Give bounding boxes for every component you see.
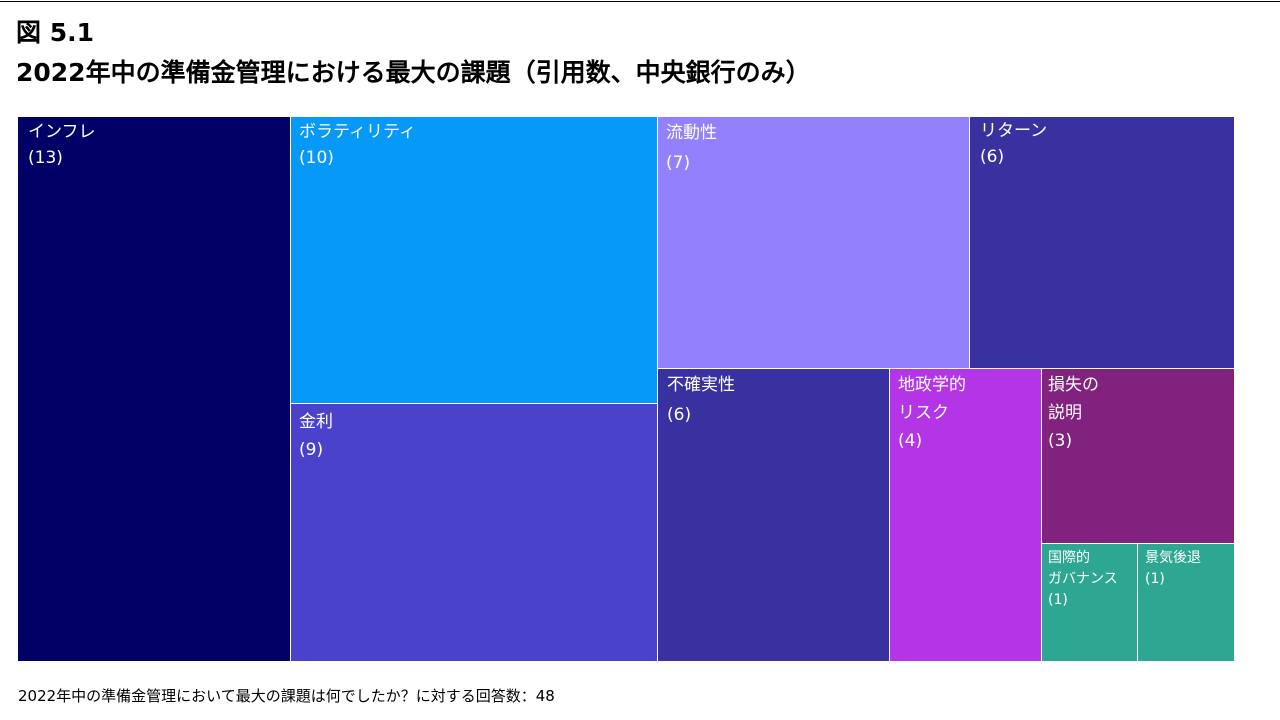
tile-category: 損失の — [1048, 375, 1099, 395]
tile-category: インフレ — [28, 122, 96, 142]
treemap-chart: インフレ (13) ボラティリティ (10) 金利 (9) 流動性 (7) リターン (6) 不確実… — [18, 117, 1235, 662]
tile-value: (10) — [299, 148, 334, 168]
tile-label: ボラティリティ (10) — [299, 119, 416, 171]
tile-category: 不確実性 — [667, 375, 735, 395]
tile-value: (1) — [1145, 571, 1165, 587]
tile-label: 国際的ガバナンス (1) — [1048, 548, 1118, 611]
tile-value: (1) — [1048, 592, 1068, 608]
treemap-tile: 流動性 (7) — [658, 117, 970, 369]
tile-value: (7) — [666, 153, 691, 173]
tile-label: 景気後退 (1) — [1145, 548, 1201, 590]
tile-label: 金利 (9) — [299, 408, 333, 464]
treemap-tile: 景気後退 (1) — [1138, 544, 1235, 662]
chart-title: 2022年中の準備金管理における最大の課題（引用数、中央銀行のみ） — [16, 58, 811, 87]
tile-value: (9) — [299, 440, 324, 460]
tile-label: 損失の説明 (3) — [1048, 371, 1099, 455]
treemap-tile: ボラティリティ (10) — [291, 117, 658, 404]
tile-category: 地政学的 — [898, 375, 966, 395]
tile-category: 流動性 — [666, 123, 717, 143]
tile-value: (13) — [28, 148, 63, 168]
treemap-tile: 損失の説明 (3) — [1042, 369, 1235, 544]
tile-category: リスク — [898, 403, 949, 423]
treemap-tile: インフレ (13) — [18, 117, 291, 662]
tile-label: 地政学的リスク (4) — [898, 371, 966, 455]
tile-category: 金利 — [299, 412, 333, 432]
tile-value: (4) — [898, 431, 923, 451]
treemap-tile: リターン (6) — [970, 117, 1235, 369]
tile-category: 景気後退 — [1145, 550, 1201, 566]
tile-value: (6) — [667, 405, 692, 425]
tile-label: リターン (6) — [980, 118, 1047, 170]
treemap-tile: 地政学的リスク (4) — [890, 369, 1042, 662]
tile-category: ボラティリティ — [299, 122, 416, 142]
tile-category: 説明 — [1048, 403, 1082, 423]
tile-category: リターン — [980, 121, 1048, 141]
tile-value: (6) — [980, 147, 1005, 167]
tile-label: 不確実性 (6) — [667, 370, 735, 430]
treemap-tile: 金利 (9) — [291, 404, 658, 662]
tile-label: 流動性 (7) — [666, 118, 717, 178]
tile-value: (3) — [1048, 431, 1073, 451]
treemap-tile: 不確実性 (6) — [658, 369, 890, 662]
treemap-tile: 国際的ガバナンス (1) — [1042, 544, 1138, 662]
figure-label: 図 5.1 — [16, 18, 94, 47]
top-rule — [0, 1, 1280, 2]
tile-category: 国際的 — [1048, 550, 1090, 566]
footnote: 2022年中の準備金管理において最大の課題は何でしたか？に対する回答数：48 — [18, 687, 555, 705]
tile-category: ガバナンス — [1048, 571, 1118, 587]
tile-label: インフレ (13) — [28, 119, 96, 171]
